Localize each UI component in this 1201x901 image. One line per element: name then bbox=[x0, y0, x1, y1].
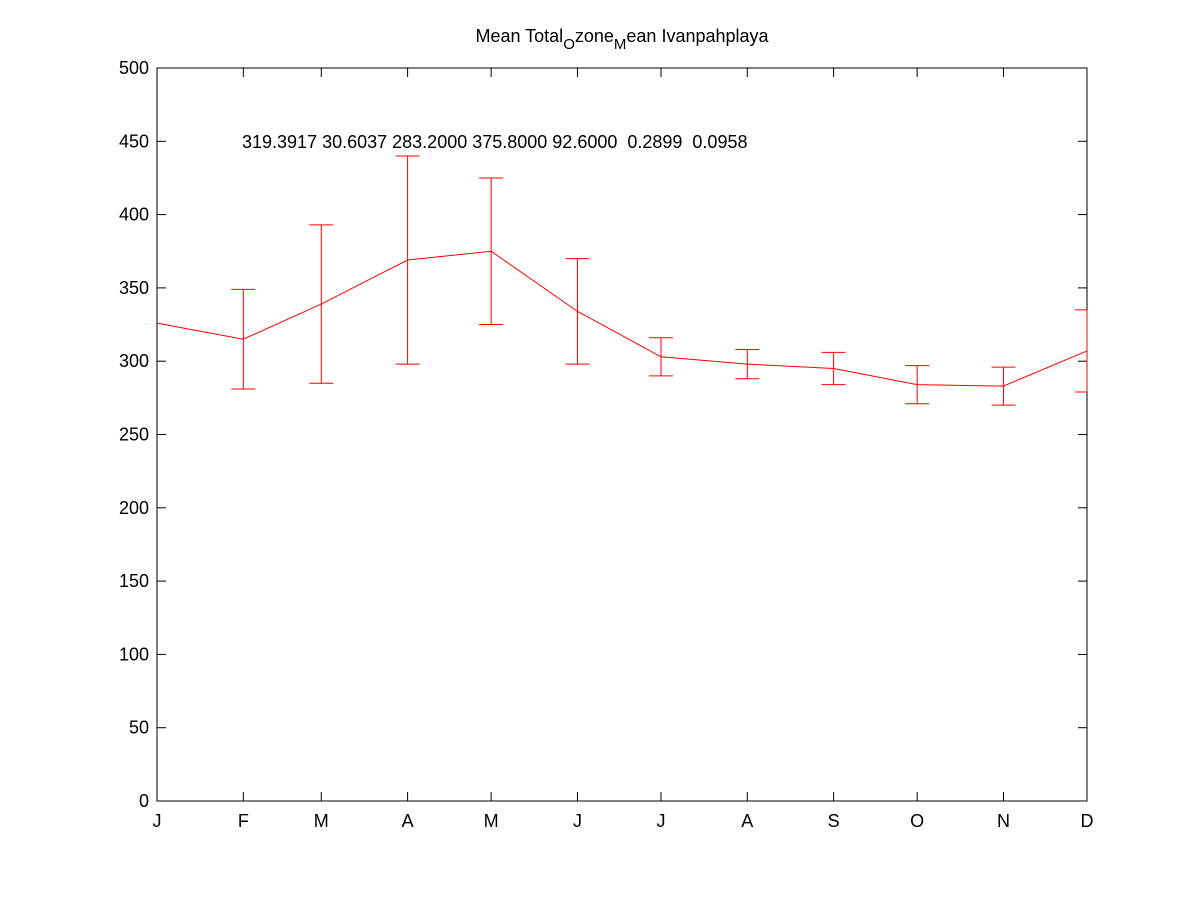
y-tick-label: 150 bbox=[119, 571, 149, 591]
title-part: M bbox=[614, 36, 627, 53]
error-bar bbox=[395, 155, 420, 365]
x-tick-label: N bbox=[997, 811, 1010, 831]
x-tick-label: M bbox=[314, 811, 329, 831]
error-bar bbox=[991, 366, 1016, 406]
error-bar bbox=[735, 348, 760, 380]
y-tick-label: 450 bbox=[119, 131, 149, 151]
y-tick-label: 0 bbox=[139, 791, 149, 811]
x-tick-label: S bbox=[828, 811, 840, 831]
x-tick-label: A bbox=[402, 811, 414, 831]
x-tick-label: J bbox=[153, 811, 162, 831]
title-part: O bbox=[563, 36, 575, 53]
x-tick-label: J bbox=[656, 811, 665, 831]
error-bar bbox=[821, 351, 846, 386]
y-tick-label: 500 bbox=[119, 58, 149, 78]
error-bar bbox=[1075, 309, 1088, 393]
annotation: 319.3917 30.6037 283.2000 375.8000 92.60… bbox=[242, 132, 747, 152]
x-tick-label: J bbox=[573, 811, 582, 831]
line bbox=[156, 250, 1088, 387]
y-tick-label: 200 bbox=[119, 498, 149, 518]
y-tick-label: 300 bbox=[119, 351, 149, 371]
title-part: Mean Total bbox=[475, 26, 563, 46]
error-bar bbox=[231, 288, 256, 390]
y-tick-label: 250 bbox=[119, 425, 149, 445]
plot-area bbox=[156, 67, 1088, 802]
error-bar bbox=[479, 177, 504, 326]
x-tick-label: F bbox=[238, 811, 249, 831]
x-tick-label: O bbox=[910, 811, 924, 831]
y-tick-label: 50 bbox=[129, 718, 149, 738]
chart-title: Mean TotalOzoneMean Ivanpahplaya bbox=[475, 26, 769, 53]
x-tick-label: D bbox=[1081, 811, 1094, 831]
title-part: zone bbox=[575, 26, 614, 46]
error-bar bbox=[309, 224, 334, 384]
error-bar bbox=[905, 365, 930, 405]
y-tick-label: 100 bbox=[119, 644, 149, 664]
x-tick-label: A bbox=[741, 811, 753, 831]
y-tick-label: 400 bbox=[119, 205, 149, 225]
y-tick-label: 350 bbox=[119, 278, 149, 298]
x-tick-label: M bbox=[484, 811, 499, 831]
error-bar bbox=[648, 337, 673, 377]
error-bar bbox=[565, 258, 590, 365]
title-part: ean Ivanpahplaya bbox=[626, 26, 769, 46]
